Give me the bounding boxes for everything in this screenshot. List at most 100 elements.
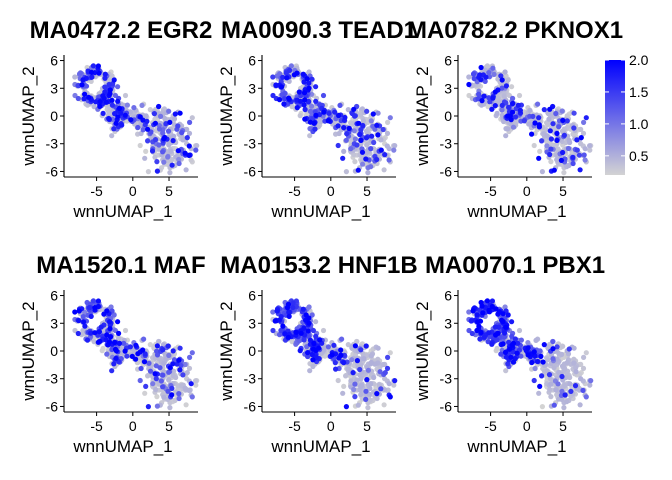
data-point	[102, 71, 108, 77]
data-point	[172, 111, 178, 117]
data-point	[310, 357, 316, 363]
data-point	[387, 350, 393, 356]
data-point	[340, 390, 346, 396]
data-point	[177, 110, 183, 116]
data-point	[170, 348, 176, 354]
data-point	[514, 350, 520, 356]
data-point	[345, 366, 351, 372]
data-point	[111, 77, 117, 83]
data-point	[582, 146, 588, 152]
data-point	[325, 344, 331, 350]
data-point	[116, 340, 123, 346]
x-tick-label: -5	[90, 418, 103, 434]
data-point	[187, 354, 193, 360]
data-point	[286, 95, 292, 101]
data-point	[545, 111, 552, 117]
data-point	[503, 324, 509, 330]
data-point	[562, 392, 568, 398]
data-point	[375, 356, 381, 362]
x-axis-label: wnnUMAP_1	[466, 202, 566, 221]
data-point	[541, 107, 547, 113]
data-point	[154, 159, 160, 165]
data-point	[294, 70, 300, 76]
data-point	[142, 155, 148, 161]
data-point	[189, 350, 195, 356]
data-point	[491, 71, 497, 77]
data-point	[369, 133, 375, 139]
data-point	[374, 395, 380, 402]
data-point	[545, 343, 551, 349]
data-point	[493, 306, 499, 312]
data-point	[551, 167, 557, 173]
data-point	[536, 390, 542, 396]
data-point	[486, 70, 492, 76]
data-point	[306, 333, 312, 339]
y-tick-label: -6	[440, 398, 453, 414]
data-point	[138, 365, 144, 372]
data-point	[332, 109, 338, 115]
data-point	[360, 118, 367, 124]
data-point	[374, 391, 380, 397]
data-point	[486, 307, 492, 313]
y-axis-label: wnnUMAP_2	[413, 301, 432, 401]
data-point	[81, 319, 87, 325]
data-point	[375, 110, 381, 116]
y-tick-label: 0	[50, 108, 58, 124]
data-point	[566, 137, 572, 143]
data-point	[175, 148, 181, 154]
data-point	[182, 361, 188, 368]
data-point	[477, 72, 483, 78]
data-point	[106, 339, 113, 345]
x-tick-label: -5	[90, 183, 103, 199]
data-point	[544, 143, 550, 149]
data-point	[289, 339, 295, 345]
data-point	[145, 404, 151, 410]
data-point	[140, 347, 146, 353]
data-point	[137, 114, 143, 120]
data-point	[145, 138, 151, 144]
data-point	[305, 350, 311, 356]
data-point	[83, 83, 90, 89]
data-point	[278, 327, 284, 334]
data-point	[471, 76, 477, 82]
data-point	[96, 329, 102, 335]
data-point	[466, 81, 472, 88]
data-point	[116, 330, 122, 336]
data-point	[559, 373, 565, 380]
data-point	[382, 152, 388, 158]
data-point	[82, 309, 88, 315]
data-point	[535, 101, 541, 107]
data-point	[372, 126, 378, 132]
data-point	[307, 337, 313, 343]
data-point	[305, 328, 311, 334]
y-tick-label: 6	[50, 53, 58, 69]
data-point	[357, 131, 363, 138]
data-point	[96, 70, 102, 76]
data-point	[581, 119, 587, 125]
data-point	[321, 109, 327, 115]
data-point	[568, 388, 574, 394]
data-point	[300, 71, 306, 77]
data-point	[160, 384, 166, 390]
data-point	[387, 394, 393, 400]
data-point	[160, 347, 166, 353]
data-point	[503, 354, 509, 360]
data-point	[560, 149, 566, 156]
data-point	[171, 133, 177, 139]
x-axis-label: wnnUMAP_1	[270, 202, 370, 221]
data-point	[486, 330, 492, 336]
data-point	[476, 323, 482, 329]
data-point	[176, 357, 182, 363]
data-point	[510, 124, 517, 130]
data-point	[500, 341, 506, 347]
data-point	[341, 360, 347, 366]
data-point	[580, 130, 587, 136]
data-point	[537, 383, 543, 389]
data-point	[532, 120, 538, 126]
data-point	[494, 345, 500, 351]
data-point	[588, 378, 594, 384]
data-point	[537, 348, 543, 354]
data-point	[169, 392, 175, 398]
data-point	[153, 376, 159, 382]
x-tick-label: -5	[288, 183, 301, 199]
